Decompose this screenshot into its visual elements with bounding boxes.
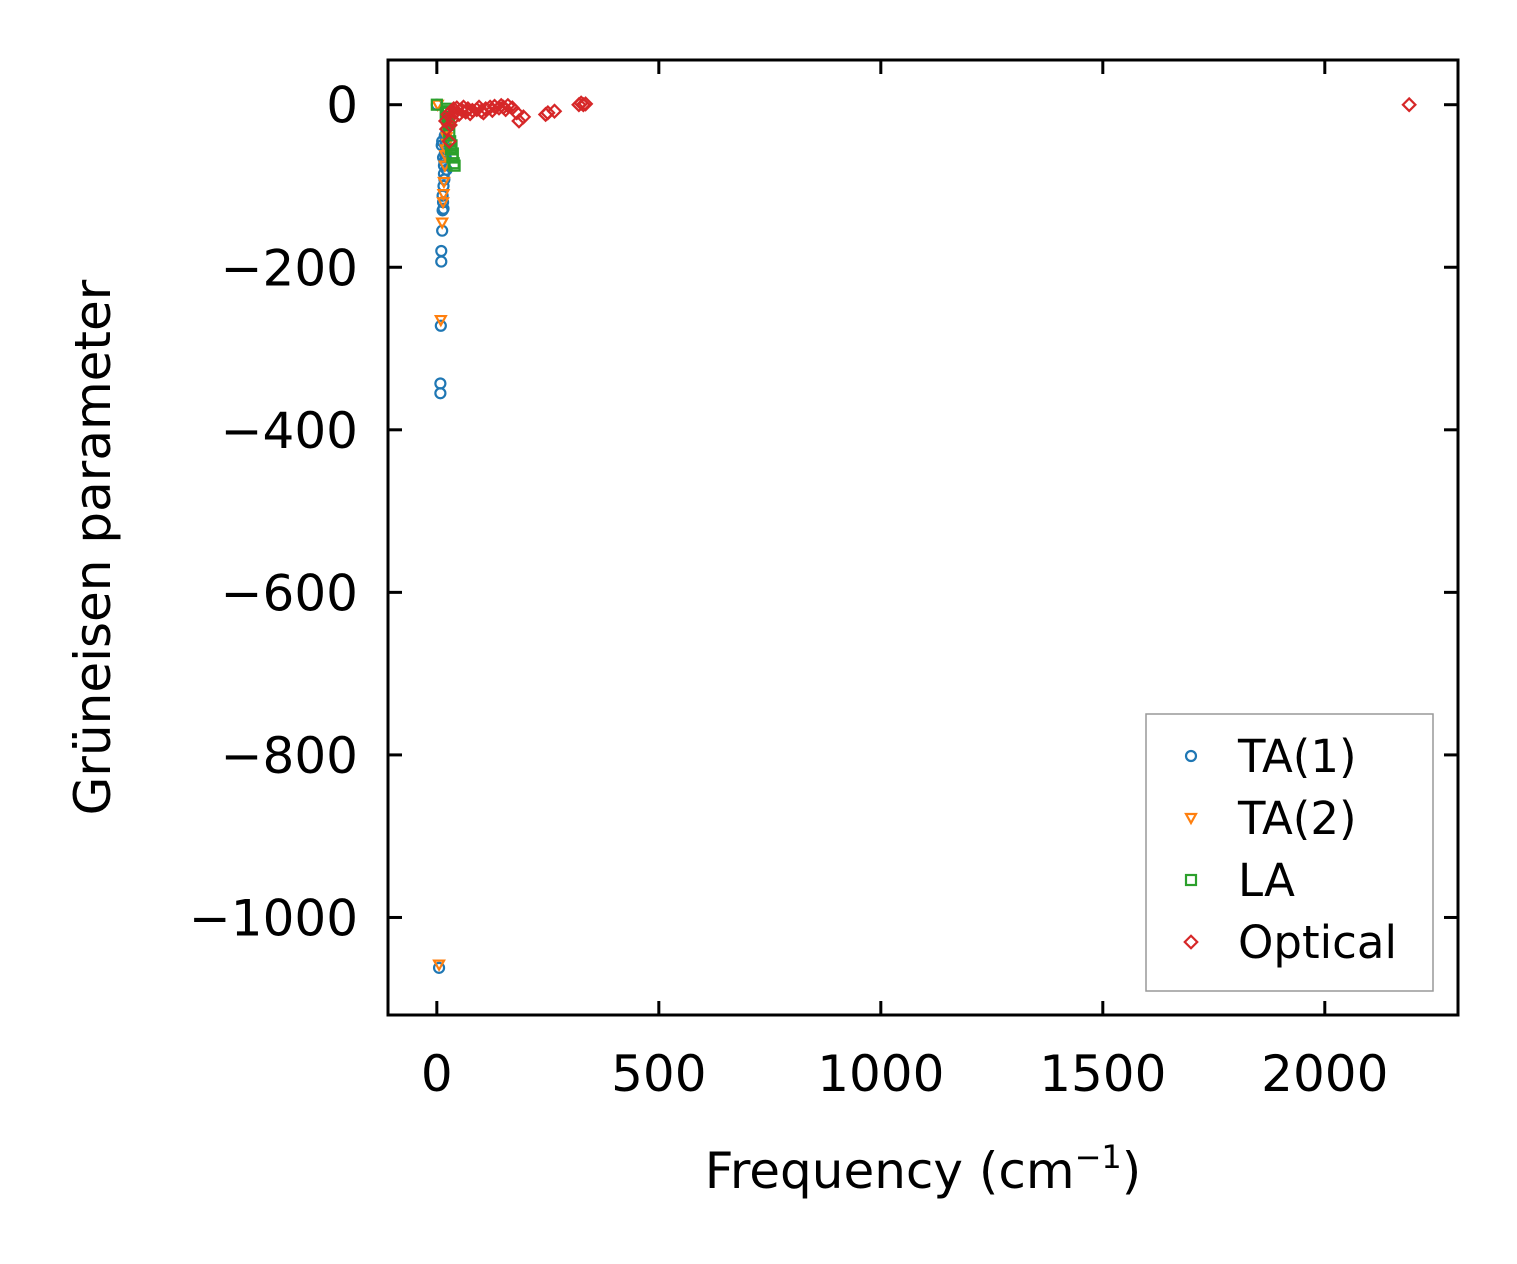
point-ta-1: [432, 961, 446, 974]
point-optical: [497, 101, 514, 118]
point-optical: [441, 133, 458, 150]
data-points: [430, 95, 1417, 974]
point-optical: [462, 105, 478, 122]
x-tick-label: 500: [611, 1045, 706, 1103]
legend-marker-ta-1: [1184, 749, 1198, 763]
y-tick-label: −400: [221, 402, 358, 460]
legend-label-la: LA: [1238, 854, 1295, 907]
point-optical: [515, 109, 532, 125]
legend: TA(1) TA(2) LA Optical: [1145, 713, 1434, 992]
point-optical: [546, 103, 563, 120]
legend-label-optical: Optical: [1238, 916, 1397, 969]
legend-label-ta-2: TA(2): [1237, 792, 1357, 845]
point-la: [448, 159, 461, 172]
legend-marker-ta-2: [1184, 812, 1198, 826]
point-ta-1: [437, 202, 450, 215]
legend-marker-optical: [1183, 934, 1199, 950]
point-ta-1: [435, 244, 448, 258]
x-tick-label: 0: [421, 1045, 453, 1103]
point-optical: [1401, 96, 1417, 113]
point-ta-2: [432, 959, 446, 972]
point-la: [446, 147, 459, 160]
point-optical: [508, 105, 525, 121]
legend-label-ta-1: TA(1): [1237, 730, 1357, 783]
point-ta-2: [436, 189, 451, 202]
y-tick-label: −1000: [189, 889, 358, 947]
point-optical: [457, 104, 474, 120]
x-axis-label: Frequency (cm−1): [705, 1138, 1142, 1200]
legend-marker-la: [1184, 873, 1198, 887]
point-optical: [446, 105, 463, 121]
point-optical: [511, 113, 527, 129]
point-ta-2: [437, 160, 452, 173]
y-axis-label: Grüneisen parameter: [64, 279, 122, 815]
x-tick-label: 1500: [1039, 1045, 1166, 1103]
y-tick-label: −200: [221, 239, 358, 297]
x-tick-label: 1000: [817, 1045, 944, 1103]
point-ta-2: [435, 217, 450, 230]
point-ta-1: [434, 377, 447, 390]
point-ta-1: [435, 255, 448, 268]
point-ta-2: [433, 314, 448, 328]
y-tick-label: −800: [221, 727, 358, 785]
point-ta-2: [437, 176, 451, 190]
point-optical: [449, 100, 465, 116]
plot-frame: [386, 58, 1460, 1017]
point-optical: [540, 105, 556, 121]
x-tick-label: 2000: [1261, 1045, 1388, 1103]
point-ta-1: [434, 387, 447, 400]
point-ta-1: [434, 319, 447, 332]
point-optical: [577, 96, 594, 112]
axis-ticks: 0 500 1000 1500 2000 0 −200 −400 −600 −800 −1000: [189, 60, 1458, 1103]
y-tick-label: −600: [221, 564, 358, 622]
point-optical: [451, 106, 467, 123]
y-tick-label: 0: [326, 77, 358, 135]
point-optical: [438, 121, 455, 137]
